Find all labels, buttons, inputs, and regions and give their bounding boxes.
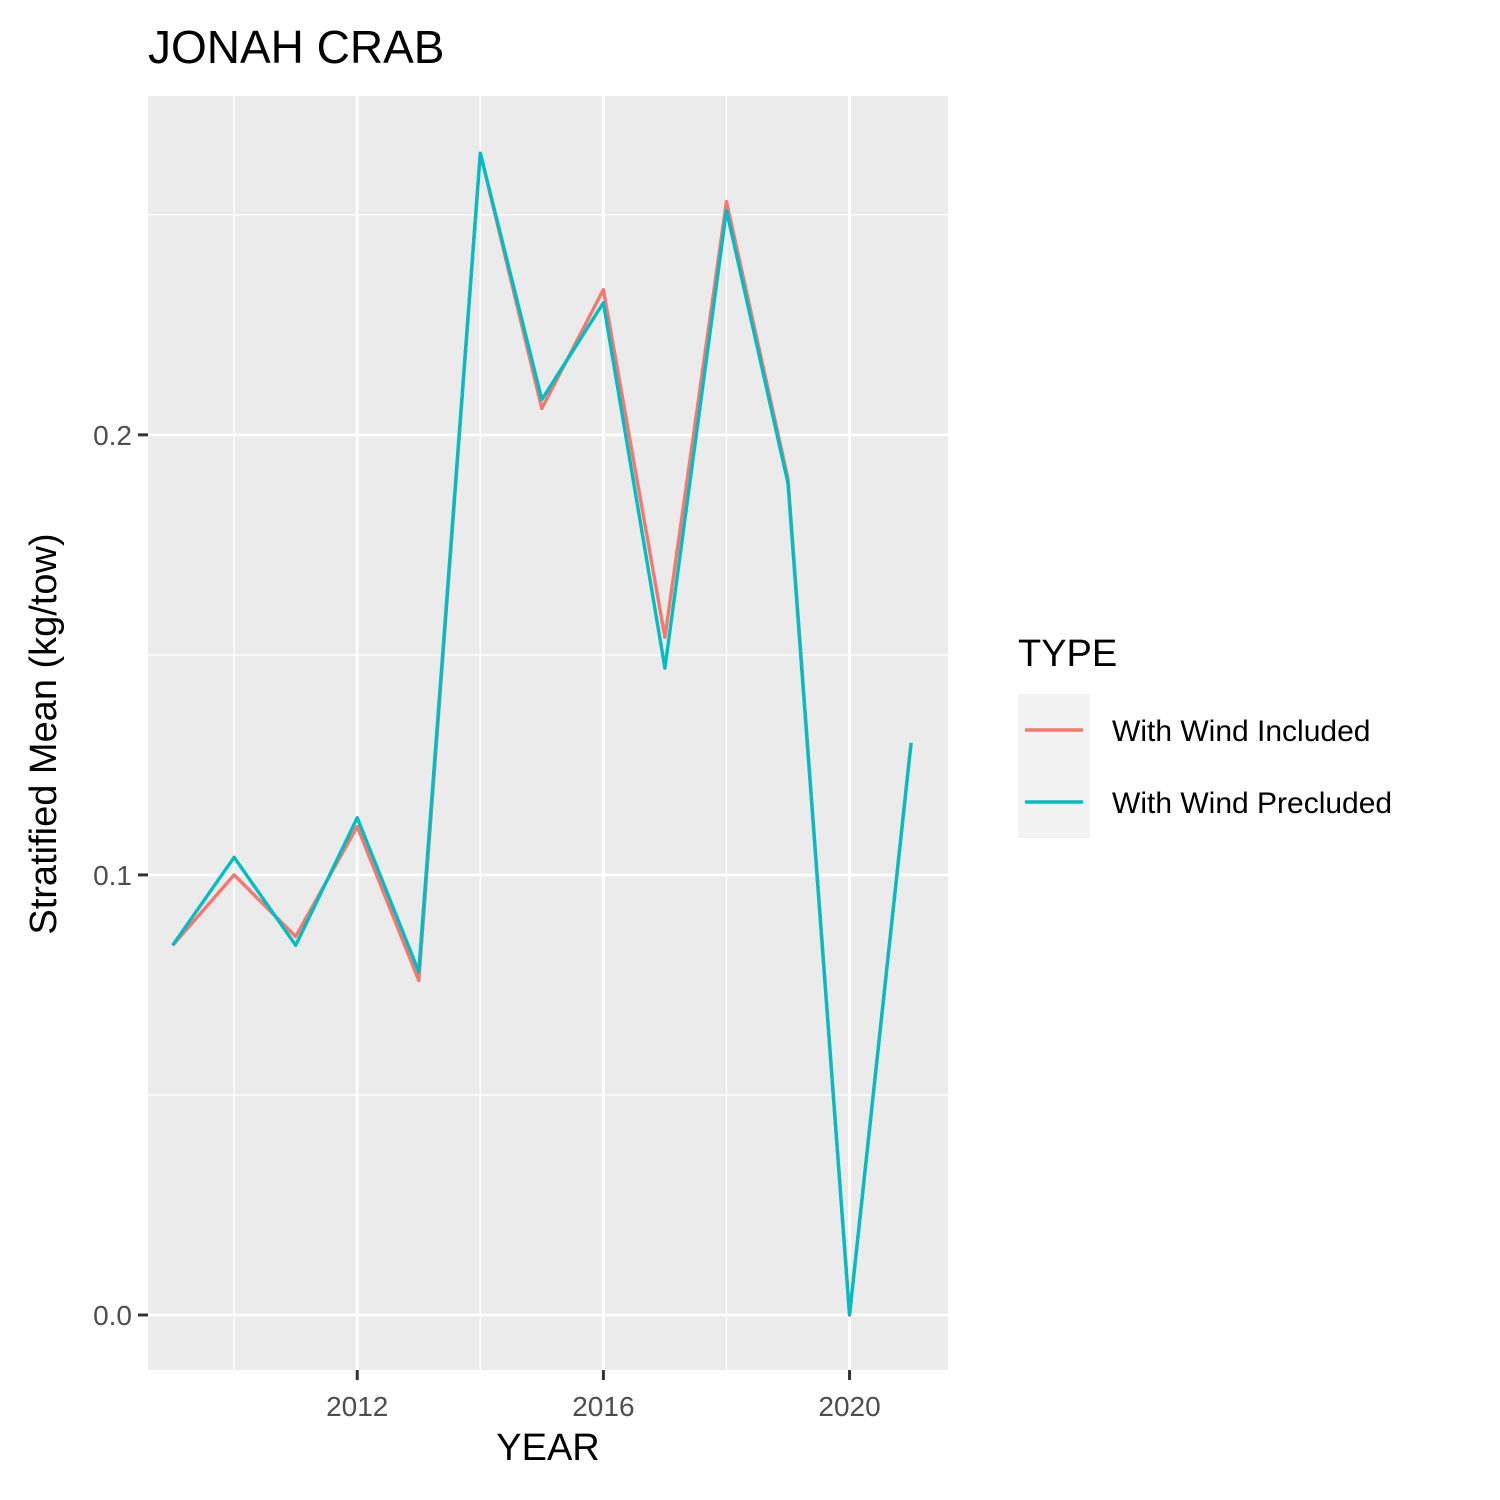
x-tick-label: 2020 bbox=[818, 1391, 880, 1422]
x-axis: 2012 2016 2020 bbox=[326, 1370, 881, 1422]
legend-label: With Wind Precluded bbox=[1112, 787, 1392, 820]
y-axis: 0.0 0.1 0.2 bbox=[93, 420, 148, 1331]
y-tick-label: 0.0 bbox=[93, 1300, 132, 1331]
legend-title: TYPE bbox=[1018, 633, 1117, 675]
chart-title: JONAH CRAB bbox=[148, 21, 444, 73]
x-tick-label: 2012 bbox=[326, 1391, 388, 1422]
legend-label: With Wind Included bbox=[1112, 715, 1370, 748]
y-tick-label: 0.1 bbox=[93, 860, 132, 891]
series-lines bbox=[171, 151, 913, 1317]
grid-minor bbox=[148, 96, 948, 1370]
plot-panel bbox=[148, 96, 948, 1370]
y-axis-label: Stratified Mean (kg/tow) bbox=[23, 533, 65, 934]
x-axis-label: YEAR bbox=[496, 1427, 599, 1469]
legend: TYPE With Wind Included With Wind Preclud… bbox=[1018, 633, 1392, 838]
x-tick-label: 2016 bbox=[572, 1391, 634, 1422]
y-tick-label: 0.2 bbox=[93, 420, 132, 451]
series-line-2 bbox=[171, 151, 913, 1317]
